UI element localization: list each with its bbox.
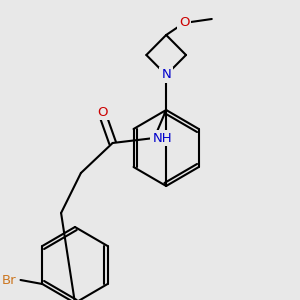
Text: Br: Br — [1, 274, 16, 286]
Text: O: O — [179, 16, 189, 29]
Text: N: N — [161, 68, 171, 82]
Text: NH: NH — [152, 131, 172, 145]
Text: O: O — [98, 106, 108, 118]
